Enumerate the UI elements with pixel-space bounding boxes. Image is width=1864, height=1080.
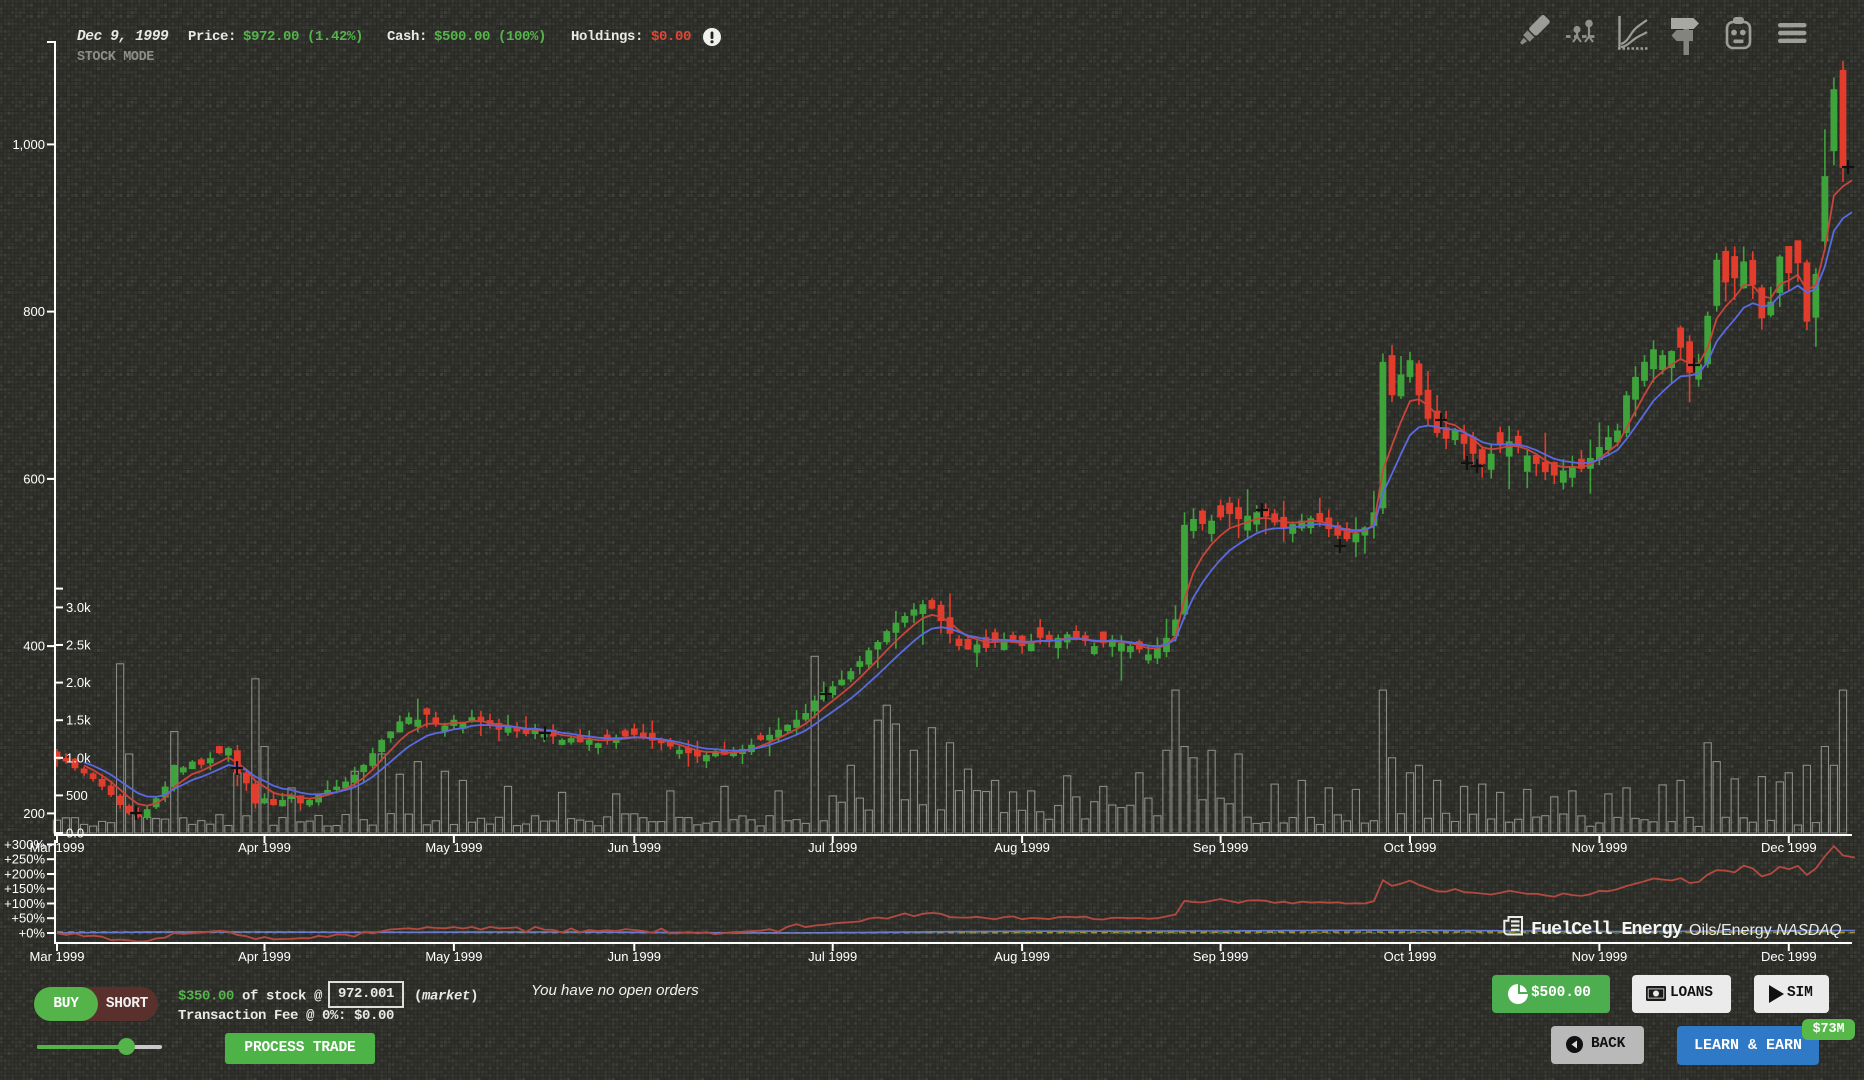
svg-text:Jun 1999: Jun 1999 [608, 949, 662, 964]
svg-text:500: 500 [66, 788, 88, 803]
svg-text:Nov 1999: Nov 1999 [1572, 840, 1628, 855]
svg-text:Apr 1999: Apr 1999 [238, 949, 291, 964]
svg-text:Oct 1999: Oct 1999 [1384, 949, 1437, 964]
svg-text:1.0k: 1.0k [66, 750, 91, 765]
svg-text:Sep 1999: Sep 1999 [1193, 949, 1249, 964]
svg-text:1,000: 1,000 [12, 137, 45, 152]
svg-text:Sep 1999: Sep 1999 [1193, 840, 1249, 855]
svg-text:Dec 1999: Dec 1999 [1761, 949, 1817, 964]
svg-text:Jun 1999: Jun 1999 [608, 840, 662, 855]
svg-text:Oct 1999: Oct 1999 [1384, 840, 1437, 855]
svg-text:800: 800 [23, 304, 45, 319]
svg-text:Dec 1999: Dec 1999 [1761, 840, 1817, 855]
svg-text:Aug 1999: Aug 1999 [994, 840, 1050, 855]
svg-text:200: 200 [23, 806, 45, 821]
svg-text:Jul 1999: Jul 1999 [808, 840, 857, 855]
svg-text:400: 400 [23, 639, 45, 654]
svg-text:May 1999: May 1999 [425, 840, 482, 855]
svg-text:2.5k: 2.5k [66, 638, 91, 653]
svg-text:Jul 1999: Jul 1999 [808, 949, 857, 964]
svg-text:Mar 1999: Mar 1999 [30, 949, 85, 964]
svg-text:+150%: +150% [4, 881, 45, 896]
svg-text:+100%: +100% [4, 896, 45, 911]
svg-text:Aug 1999: Aug 1999 [994, 949, 1050, 964]
svg-text:1.5k: 1.5k [66, 713, 91, 728]
svg-text:Apr 1999: Apr 1999 [238, 840, 291, 855]
svg-text:+50%: +50% [11, 911, 45, 926]
svg-text:Mar 1999: Mar 1999 [30, 840, 85, 855]
svg-text:+250%: +250% [4, 852, 45, 867]
svg-text:Nov 1999: Nov 1999 [1572, 949, 1628, 964]
svg-text:+300%: +300% [4, 837, 45, 852]
svg-text:0.0: 0.0 [66, 826, 84, 841]
svg-text:2.0k: 2.0k [66, 675, 91, 690]
svg-text:May 1999: May 1999 [425, 949, 482, 964]
svg-text:3.0k: 3.0k [66, 600, 91, 615]
svg-text:+0%: +0% [19, 926, 46, 941]
svg-text:+200%: +200% [4, 867, 45, 882]
svg-text:600: 600 [23, 471, 45, 486]
